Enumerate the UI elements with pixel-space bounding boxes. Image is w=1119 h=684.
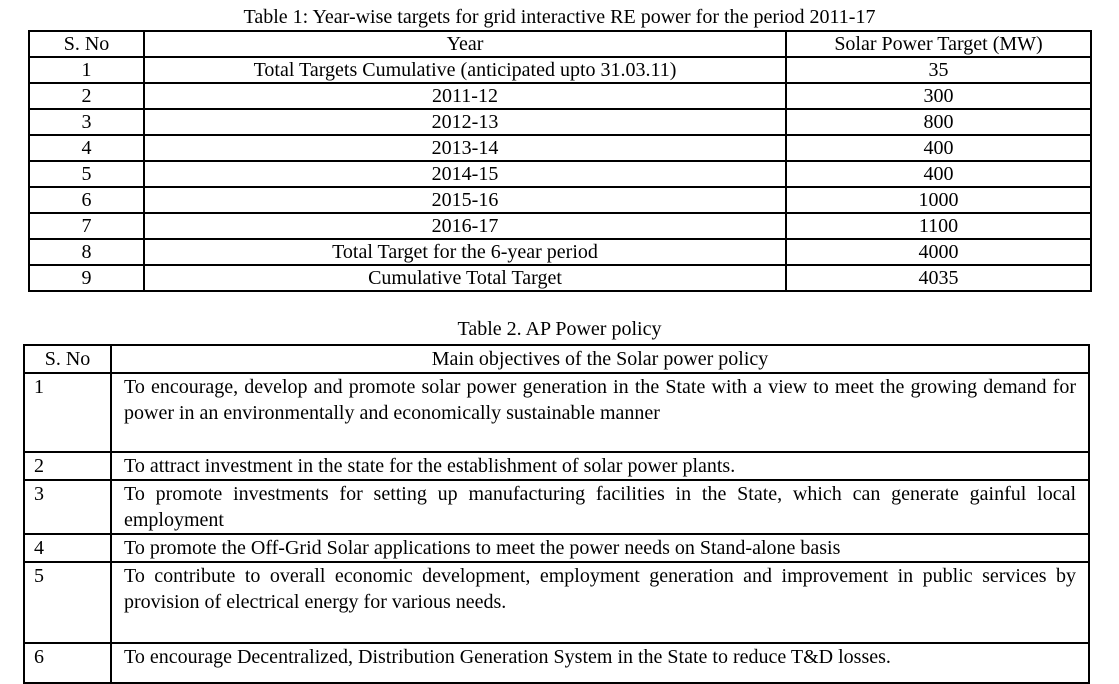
table-row: 6 2015-16 1000 (28, 186, 1092, 214)
target-cell: 400 (785, 160, 1092, 188)
sno-cell: 4 (23, 533, 112, 563)
table-row: 7 2016-17 1100 (28, 212, 1092, 240)
table-row: 8 Total Target for the 6-year period 400… (28, 238, 1092, 266)
table-row: 5 To contribute to overall economic deve… (23, 561, 1090, 644)
objective-cell: To encourage, develop and promote solar … (110, 372, 1090, 453)
objective-cell: To promote the Off-Grid Solar applicatio… (110, 533, 1090, 563)
target-cell: 300 (785, 82, 1092, 110)
table-row: 3 2012-13 800 (28, 108, 1092, 136)
sno-cell: 5 (23, 561, 112, 644)
sno-cell: 3 (28, 108, 145, 136)
sno-cell: 7 (28, 212, 145, 240)
sno-cell: 1 (23, 372, 112, 453)
sno-cell: 1 (28, 56, 145, 84)
target-cell: 35 (785, 56, 1092, 84)
sno-cell: 6 (23, 642, 112, 684)
table2-power-policy: S. No Main objectives of the Solar power… (23, 344, 1090, 684)
objective-cell: To promote investments for setting up ma… (110, 479, 1090, 535)
year-cell: 2014-15 (143, 160, 787, 188)
year-cell: Cumulative Total Target (143, 264, 787, 292)
table-row: 4 To promote the Off-Grid Solar applicat… (23, 533, 1090, 563)
target-cell: 4000 (785, 238, 1092, 266)
year-cell: Total Target for the 6-year period (143, 238, 787, 266)
table-row: 4 2013-14 400 (28, 134, 1092, 162)
sno-cell: 2 (28, 82, 145, 110)
target-cell: 1000 (785, 186, 1092, 214)
objective-cell: To contribute to overall economic develo… (110, 561, 1090, 644)
target-cell: 4035 (785, 264, 1092, 292)
year-cell: Total Targets Cumulative (anticipated up… (143, 56, 787, 84)
sno-cell: 2 (23, 451, 112, 481)
table-row: 2 2011-12 300 (28, 82, 1092, 110)
sno-cell: 5 (28, 160, 145, 188)
table1-header-year: Year (143, 30, 787, 58)
table-row: 9 Cumulative Total Target 4035 (28, 264, 1092, 292)
table1-header-target: Solar Power Target (MW) (785, 30, 1092, 58)
sno-cell: 8 (28, 238, 145, 266)
sno-cell: 4 (28, 134, 145, 162)
table-row: 1 Total Targets Cumulative (anticipated … (28, 56, 1092, 84)
year-cell: 2016-17 (143, 212, 787, 240)
table1-header-sno: S. No (28, 30, 145, 58)
table-row: 6 To encourage Decentralized, Distributi… (23, 642, 1090, 684)
year-cell: 2012-13 (143, 108, 787, 136)
objective-cell: To attract investment in the state for t… (110, 451, 1090, 481)
table1-header-row: S. No Year Solar Power Target (MW) (28, 30, 1092, 58)
table-row: 3 To promote investments for setting up … (23, 479, 1090, 535)
objective-cell: To encourage Decentralized, Distribution… (110, 642, 1090, 684)
target-cell: 1100 (785, 212, 1092, 240)
table-row: 1 To encourage, develop and promote sola… (23, 372, 1090, 453)
sno-cell: 6 (28, 186, 145, 214)
table2-header-objectives: Main objectives of the Solar power polic… (110, 344, 1090, 374)
table2-caption: Table 2. AP Power policy (457, 318, 662, 340)
target-cell: 400 (785, 134, 1092, 162)
table2-header-row: S. No Main objectives of the Solar power… (23, 344, 1090, 374)
target-cell: 800 (785, 108, 1092, 136)
table2-header-sno: S. No (23, 344, 112, 374)
year-cell: 2015-16 (143, 186, 787, 214)
table-row: 5 2014-15 400 (28, 160, 1092, 188)
table1-caption: Table 1: Year-wise targets for grid inte… (243, 6, 876, 28)
year-cell: 2013-14 (143, 134, 787, 162)
table1-solar-targets: S. No Year Solar Power Target (MW) 1 Tot… (28, 30, 1092, 292)
sno-cell: 9 (28, 264, 145, 292)
year-cell: 2011-12 (143, 82, 787, 110)
table-row: 2 To attract investment in the state for… (23, 451, 1090, 481)
sno-cell: 3 (23, 479, 112, 535)
